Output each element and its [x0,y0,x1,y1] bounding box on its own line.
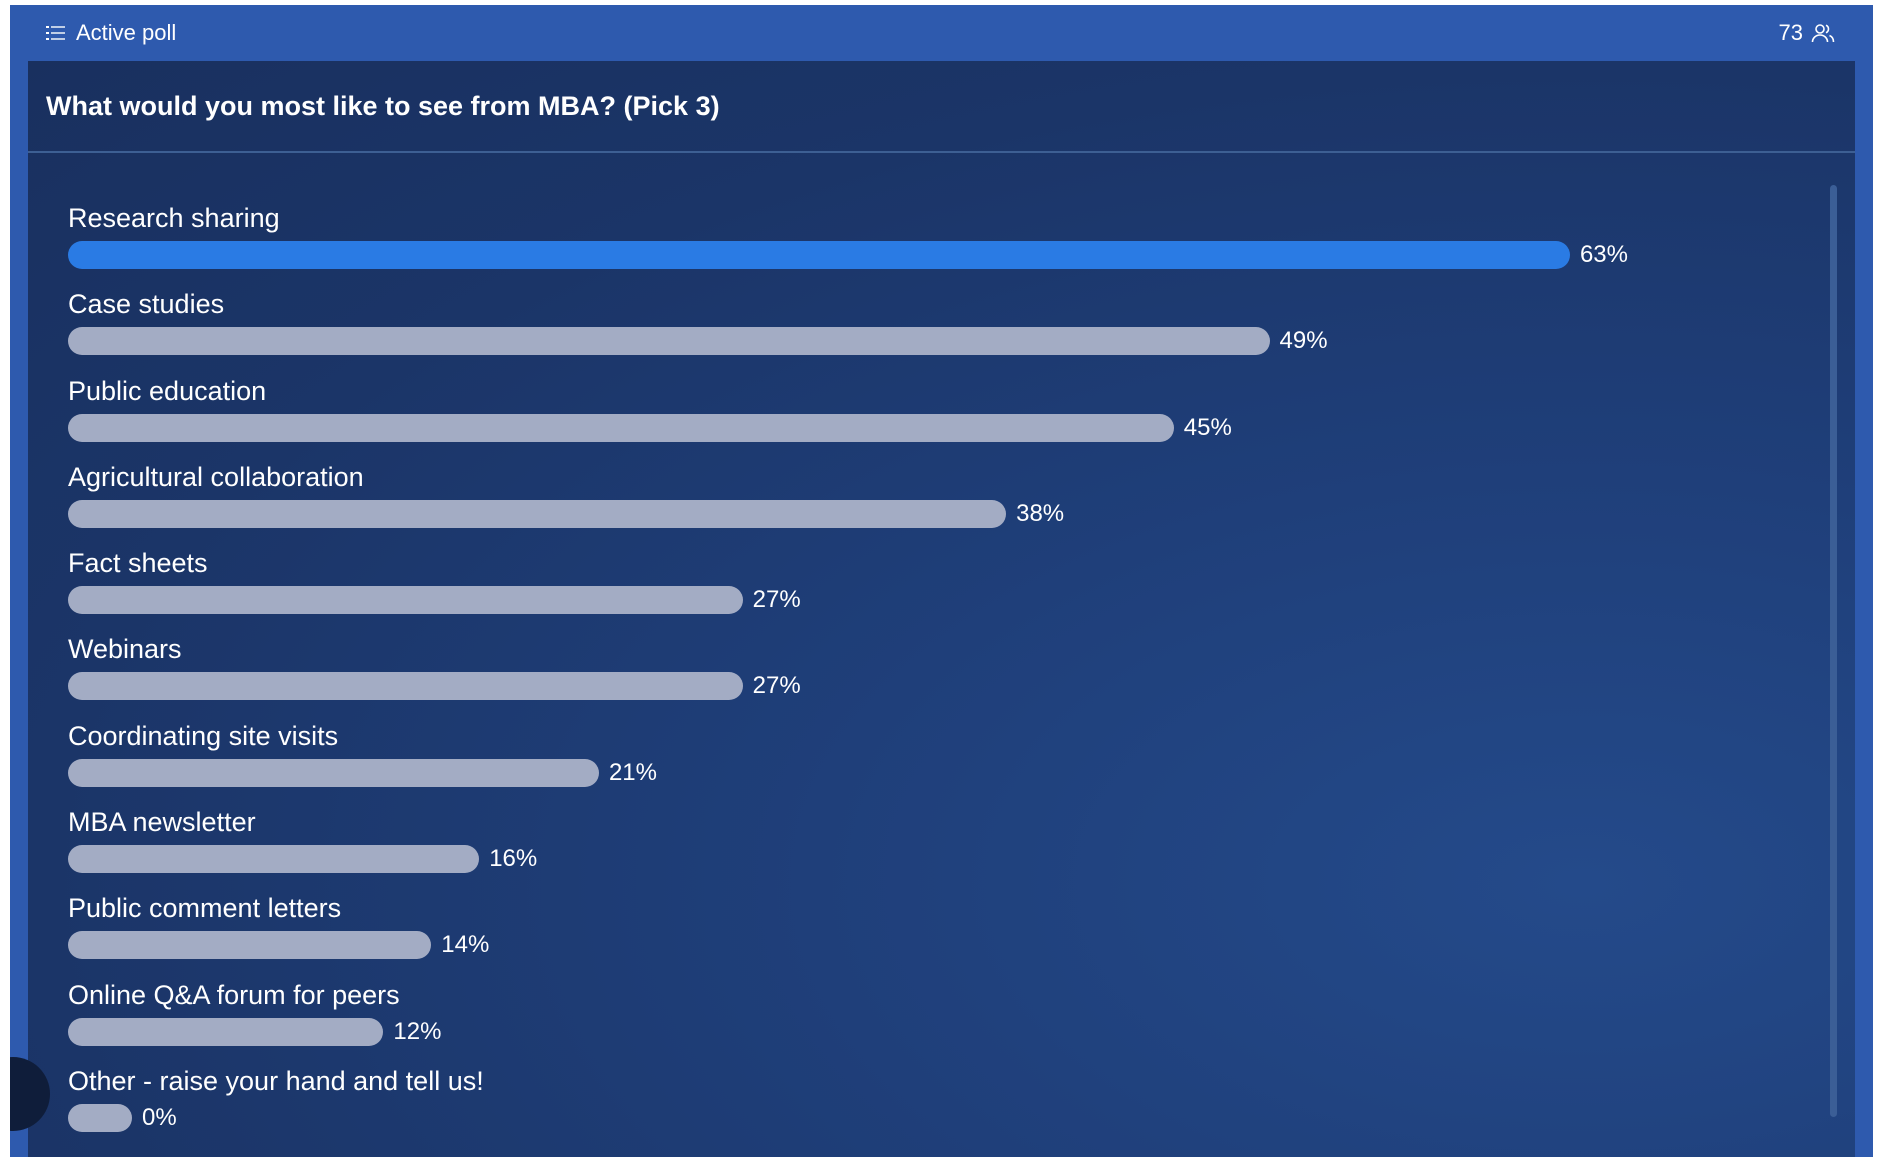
poll-option-percent: 38% [1016,499,1065,527]
poll-option: MBA newsletter 16% [68,802,1628,888]
poll-option-percent: 12% [393,1017,442,1045]
poll-option-result: 27% [68,671,1628,701]
poll-option-bar [68,931,432,960]
poll-option-result: 63% [68,240,1628,270]
poll-option-result: 14% [68,930,1628,960]
poll-option: Research sharing 63% [68,198,1628,284]
poll-option-label: Fact sheets [68,548,208,579]
poll-option: Public education 45% [68,371,1628,457]
poll-option: Webinars 27% [68,629,1628,715]
poll-option-label: Case studies [68,289,225,320]
poll-option-result: 27% [68,585,1628,615]
poll-option-label: Webinars [68,634,182,665]
poll-option-bar [68,1017,384,1046]
poll-option-percent: 49% [1279,327,1328,355]
list-icon [46,26,65,40]
poll-title-group: Active poll [46,20,176,46]
poll-option: Online Q&A forum for peers 12% [68,975,1628,1061]
poll-option: Fact sheets 27% [68,543,1628,629]
poll-option: Agricultural collaboration 38% [68,457,1628,543]
poll-option-percent: 14% [441,931,490,959]
poll-option-result: 49% [68,326,1628,356]
poll-option: Public comment letters 14% [68,888,1628,974]
poll-option-bar [68,758,599,787]
participant-count-group[interactable]: 73 [1779,20,1835,46]
poll-option-percent: 45% [1183,413,1232,441]
poll-option-label: Coordinating site visits [68,720,339,751]
participant-count: 73 [1778,20,1803,45]
poll-panel: What would you most like to see from MBA… [28,61,1855,1157]
poll-option-bar [68,845,480,874]
poll-status-title: Active poll [76,20,177,45]
poll-option-bar [68,413,1174,442]
poll-topbar: Active poll 73 [10,5,1873,61]
poll-options-list: Research sharing 63% Case studies 49% Public… [68,198,1628,1147]
poll-option-bar [68,1103,132,1132]
poll-option-bar [68,241,1570,269]
poll-option-label: Public comment letters [68,893,342,924]
poll-option-bar [68,672,743,701]
poll-option-label: Other - raise your hand and tell us! [68,1065,484,1096]
scrollbar[interactable] [1830,185,1837,1117]
poll-option-bar [68,327,1270,356]
poll-option-label: Agricultural collaboration [68,461,364,492]
poll-option-result: 45% [68,413,1628,443]
poll-window: Active poll 73 What would you most like … [10,5,1873,1157]
poll-option-result: 38% [68,499,1628,529]
poll-option-percent: 21% [608,758,657,786]
poll-option: Case studies 49% [68,284,1628,370]
poll-question-header: What would you most like to see from MBA… [28,61,1855,153]
poll-option-result: 0% [68,1103,1628,1133]
poll-option-result: 12% [68,1017,1628,1047]
poll-option-percent: 63% [1579,241,1628,268]
users-icon [1811,24,1835,43]
poll-question: What would you most like to see from MBA… [46,90,720,121]
poll-option-result: 21% [68,758,1628,788]
poll-option-result: 16% [68,844,1628,874]
poll-option-percent: 27% [752,586,801,614]
poll-option-label: MBA newsletter [68,807,256,838]
poll-option-label: Research sharing [68,203,280,233]
poll-option-label: Online Q&A forum for peers [68,979,400,1010]
poll-option-percent: 27% [752,672,801,700]
poll-option-bar [68,586,743,615]
poll-option-percent: 16% [489,845,538,873]
poll-option: Coordinating site visits 21% [68,716,1628,802]
poll-option-label: Public education [68,375,267,406]
poll-option-percent: 0% [142,1103,177,1131]
poll-option: Other - raise your hand and tell us! 0% [68,1061,1628,1147]
poll-option-bar [68,499,1007,528]
